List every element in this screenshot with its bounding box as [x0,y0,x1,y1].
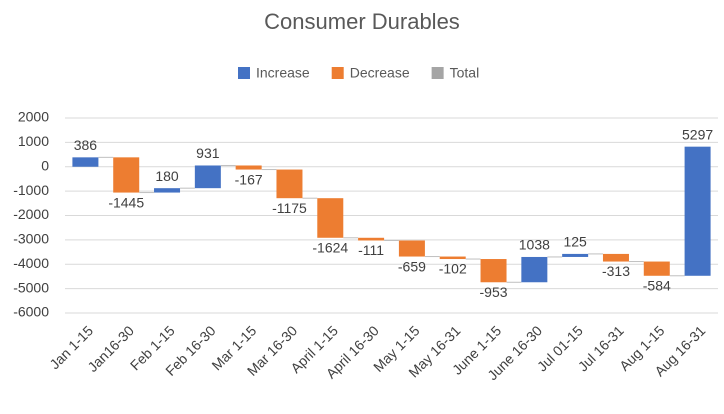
legend-swatch [238,67,250,79]
data-label: 5297 [682,126,713,142]
bar [684,146,711,276]
bar [276,169,303,199]
y-tick-label: -4000 [13,255,49,271]
y-tick-label: 1000 [18,133,49,149]
y-tick-label: -2000 [13,206,49,222]
data-label: -167 [235,171,263,187]
data-label: 125 [563,234,587,250]
chart-title: Consumer Durables [264,9,460,34]
y-tick-label: 0 [41,157,49,173]
y-tick-label: -5000 [13,279,49,295]
legend-label: Increase [256,65,310,81]
bar [439,256,466,260]
y-tick-label: -3000 [13,231,49,247]
data-label: 1038 [519,237,550,253]
bar [358,237,385,241]
bar [235,165,262,170]
data-label: -1445 [108,194,144,210]
legend-label: Decrease [350,65,410,81]
legend-label: Total [450,65,480,81]
bar [602,253,629,262]
data-label: -659 [398,258,426,274]
bar [154,188,181,193]
y-tick-label: 2000 [18,109,49,125]
bar [521,256,548,283]
data-label: 931 [196,145,220,161]
data-label: 386 [74,137,98,153]
bar [643,261,670,276]
data-label: -313 [602,263,630,279]
legend-swatch [431,67,444,79]
legend-swatch [331,67,344,79]
bar [480,259,507,283]
data-label: -1624 [312,239,348,255]
data-label: -1175 [272,200,307,216]
bar [562,253,589,257]
bar [194,165,221,189]
data-label: -584 [643,277,671,293]
data-label: -102 [439,261,467,277]
bar [72,157,99,167]
data-label: 180 [155,168,179,184]
bar [317,198,344,238]
bar [398,240,425,257]
y-tick-label: -1000 [13,182,49,198]
bar [113,157,140,193]
data-label: -953 [480,284,508,300]
y-tick-label: -6000 [13,304,49,320]
data-label: -111 [358,242,384,258]
